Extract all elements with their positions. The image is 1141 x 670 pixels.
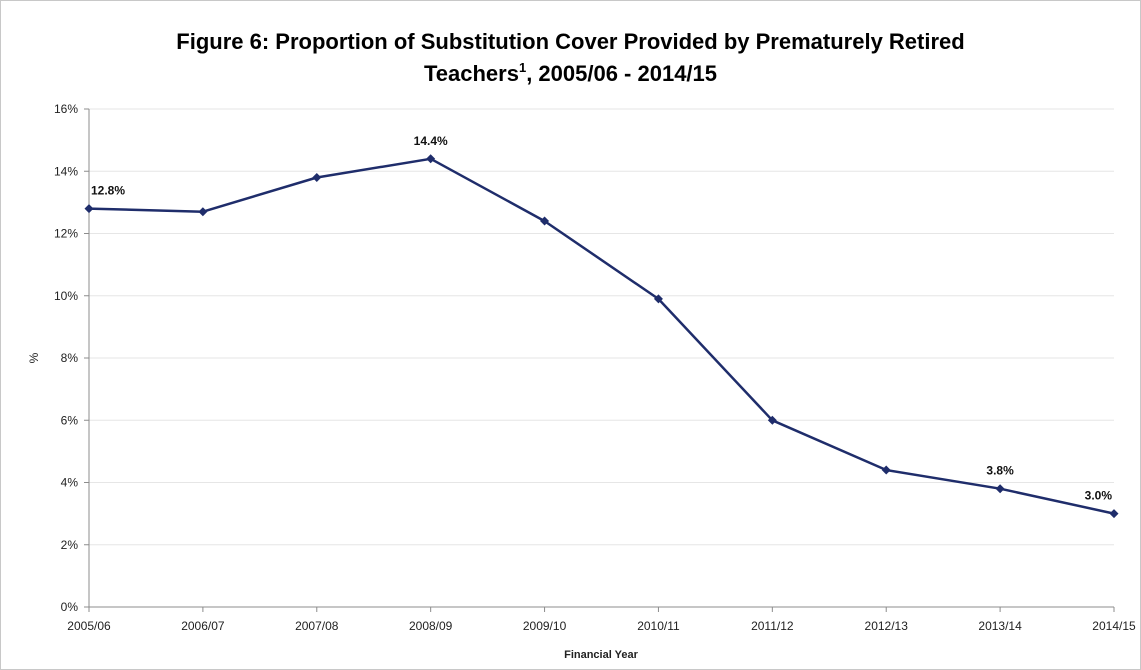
y-axis-title: % — [27, 352, 41, 363]
y-tick-label: 16% — [54, 102, 78, 116]
y-tick-label: 6% — [61, 413, 79, 427]
x-tick-label: 2013/14 — [978, 619, 1022, 633]
data-point-marker — [995, 484, 1005, 494]
chart-title-line2: Teachers1, 2005/06 - 2014/15 — [0, 58, 1141, 90]
chart-title-line1: Figure 6: Proportion of Substitution Cov… — [176, 29, 965, 54]
series-line — [88, 157, 1115, 515]
x-tick-label: 2010/11 — [637, 619, 680, 633]
data-point-marker — [881, 465, 891, 475]
data-labels: 12.8% 14.4% 3.8% 3.0% — [91, 134, 1112, 503]
data-point-marker — [312, 172, 322, 182]
x-tick-label: 2007/08 — [295, 619, 339, 633]
x-tick-label: 2011/12 — [751, 619, 794, 633]
data-points — [84, 154, 1119, 519]
data-label: 12.8% — [91, 184, 125, 198]
data-label: 3.8% — [986, 464, 1014, 478]
data-point-marker — [767, 415, 777, 425]
x-tick-label: 2008/09 — [409, 619, 453, 633]
x-tick-label: 2014/15 — [1092, 619, 1136, 633]
data-label: 14.4% — [414, 134, 448, 148]
x-tick-label: 2009/10 — [523, 619, 567, 633]
y-tick-label: 14% — [54, 164, 78, 178]
y-tick-label: 4% — [61, 476, 79, 490]
x-tick-label: 2012/13 — [865, 619, 909, 633]
y-tick-labels: 0% 2% 4% 6% 8% 10% 12% 14% 16% — [54, 102, 78, 614]
data-point-marker — [653, 294, 663, 304]
axes — [84, 108, 1115, 612]
y-tick-label: 0% — [61, 600, 79, 614]
y-tick-label: 12% — [54, 227, 78, 241]
data-label: 3.0% — [1085, 489, 1113, 503]
data-point-marker — [198, 207, 208, 217]
gridlines — [89, 108, 1114, 546]
data-point-marker — [426, 154, 436, 164]
chart-title-superscript: 1 — [518, 60, 527, 75]
chart-title: Figure 6: Proportion of Substitution Cov… — [0, 26, 1141, 90]
series-line-group — [88, 157, 1115, 515]
y-tick-label: 10% — [54, 289, 78, 303]
chart-title-line2-suffix: , 2005/06 - 2014/15 — [526, 61, 718, 86]
x-tick-label: 2006/07 — [181, 619, 225, 633]
y-tick-label: 8% — [61, 351, 79, 365]
x-axis-title: Financial Year — [564, 649, 639, 661]
x-tick-labels: 2005/06 2006/07 2007/08 2008/09 2009/10 2010/… — [67, 619, 1136, 633]
x-tick-label: 2005/06 — [67, 619, 111, 633]
chart-title-line2-prefix: Teachers — [423, 61, 519, 86]
data-point-marker — [1109, 509, 1119, 519]
data-point-marker — [84, 204, 94, 214]
y-tick-label: 2% — [61, 538, 79, 552]
data-point-marker — [540, 216, 550, 226]
